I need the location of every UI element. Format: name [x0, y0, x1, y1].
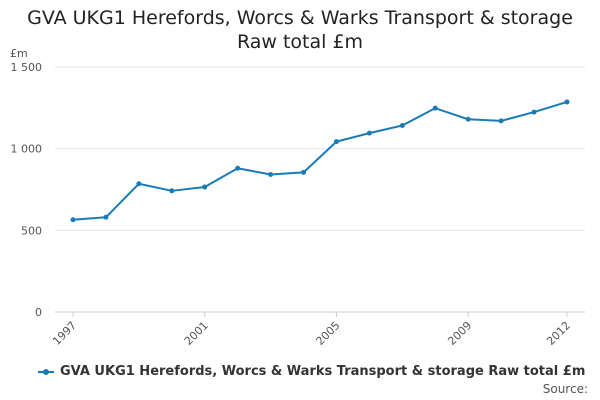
y-tick-label: 1 500 [11, 61, 43, 74]
grid-lines [55, 66, 585, 313]
data-point [136, 181, 142, 187]
data-point [564, 99, 570, 105]
x-tick-label: 2012 [544, 319, 573, 348]
y-tick-label: 1 000 [11, 143, 43, 156]
data-point [531, 109, 537, 115]
series-group [70, 99, 570, 223]
x-tick-label: 2005 [314, 319, 343, 348]
data-point [465, 116, 471, 122]
chart-title: GVA UKG1 Herefords, Worcs & Warks Transp… [0, 6, 600, 54]
data-point [432, 105, 438, 111]
data-point [399, 122, 405, 128]
data-point [333, 139, 339, 145]
data-point [202, 184, 208, 190]
y-axis-unit-label: £m [10, 47, 28, 60]
data-point [498, 118, 504, 124]
legend[interactable]: GVA UKG1 Herefords, Worcs & Warks Transp… [38, 364, 585, 379]
chart-title-line1: GVA UKG1 Herefords, Worcs & Warks Transp… [27, 7, 573, 29]
data-point [235, 165, 241, 171]
legend-label: GVA UKG1 Herefords, Worcs & Warks Transp… [60, 364, 586, 379]
y-axis-ticks: 0 500 1 000 1 500 [11, 61, 43, 319]
data-point [301, 169, 307, 175]
data-point [366, 130, 372, 136]
series-line [72, 100, 568, 221]
y-tick-label: 500 [21, 224, 42, 237]
y-tick-label: 0 [35, 306, 42, 319]
data-point [103, 214, 109, 220]
chart-title-line2: Raw total £m [236, 31, 364, 53]
source-label: Source: [542, 382, 588, 396]
data-point [70, 217, 76, 223]
x-tick-label: 2001 [182, 319, 211, 348]
data-point [169, 188, 175, 194]
x-tick-label: 1997 [50, 319, 79, 348]
legend-swatch-icon [38, 367, 54, 377]
x-axis-ticks: 1997 2001 2005 2009 2012 [50, 312, 573, 348]
data-point [268, 171, 274, 177]
x-tick-label: 2009 [445, 319, 474, 348]
